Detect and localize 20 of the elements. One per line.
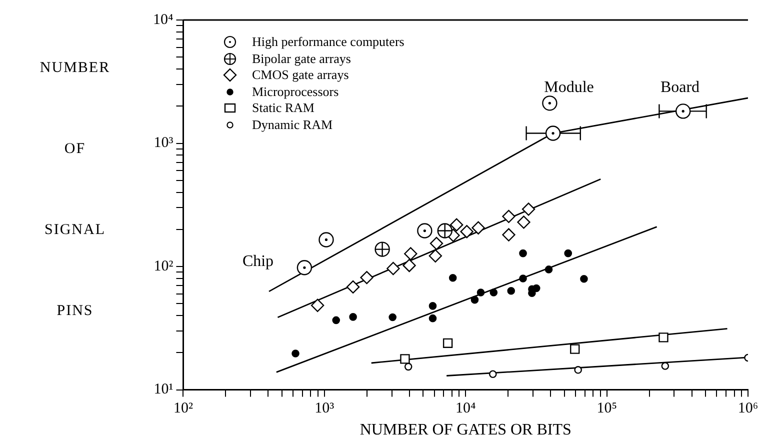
legend-label: CMOS gate arrays [252, 67, 349, 84]
y-tick-label: 10² [154, 258, 174, 274]
legend-label: Dynamic RAM [252, 116, 333, 133]
text: NUMBER OF SIGNAL PINS [40, 60, 110, 319]
y-tick-label: 10³ [154, 135, 174, 152]
x-tick-label: 10² [173, 400, 194, 417]
legend-label: Bipolar gate arrays [252, 50, 351, 67]
legend-label: High performance computers [252, 34, 404, 50]
annotation: Board [660, 79, 700, 96]
x-tick-label: 10⁵ [596, 400, 617, 417]
x-axis-title: NUMBER OF GATES OR BITS [360, 422, 572, 439]
x-tick-label: 10³ [314, 400, 335, 417]
legend-label: Microprocessors [252, 84, 339, 100]
annotation: Module [544, 79, 594, 96]
y-tick-label: 10¹ [154, 382, 174, 398]
x-tick-label: 10⁴ [456, 400, 476, 417]
legend-label: Static RAM [252, 100, 314, 116]
y-tick-label: 10⁴ [152, 12, 174, 28]
x-tick-label: 10⁶ [738, 400, 758, 417]
annotation: Chip [242, 253, 274, 270]
